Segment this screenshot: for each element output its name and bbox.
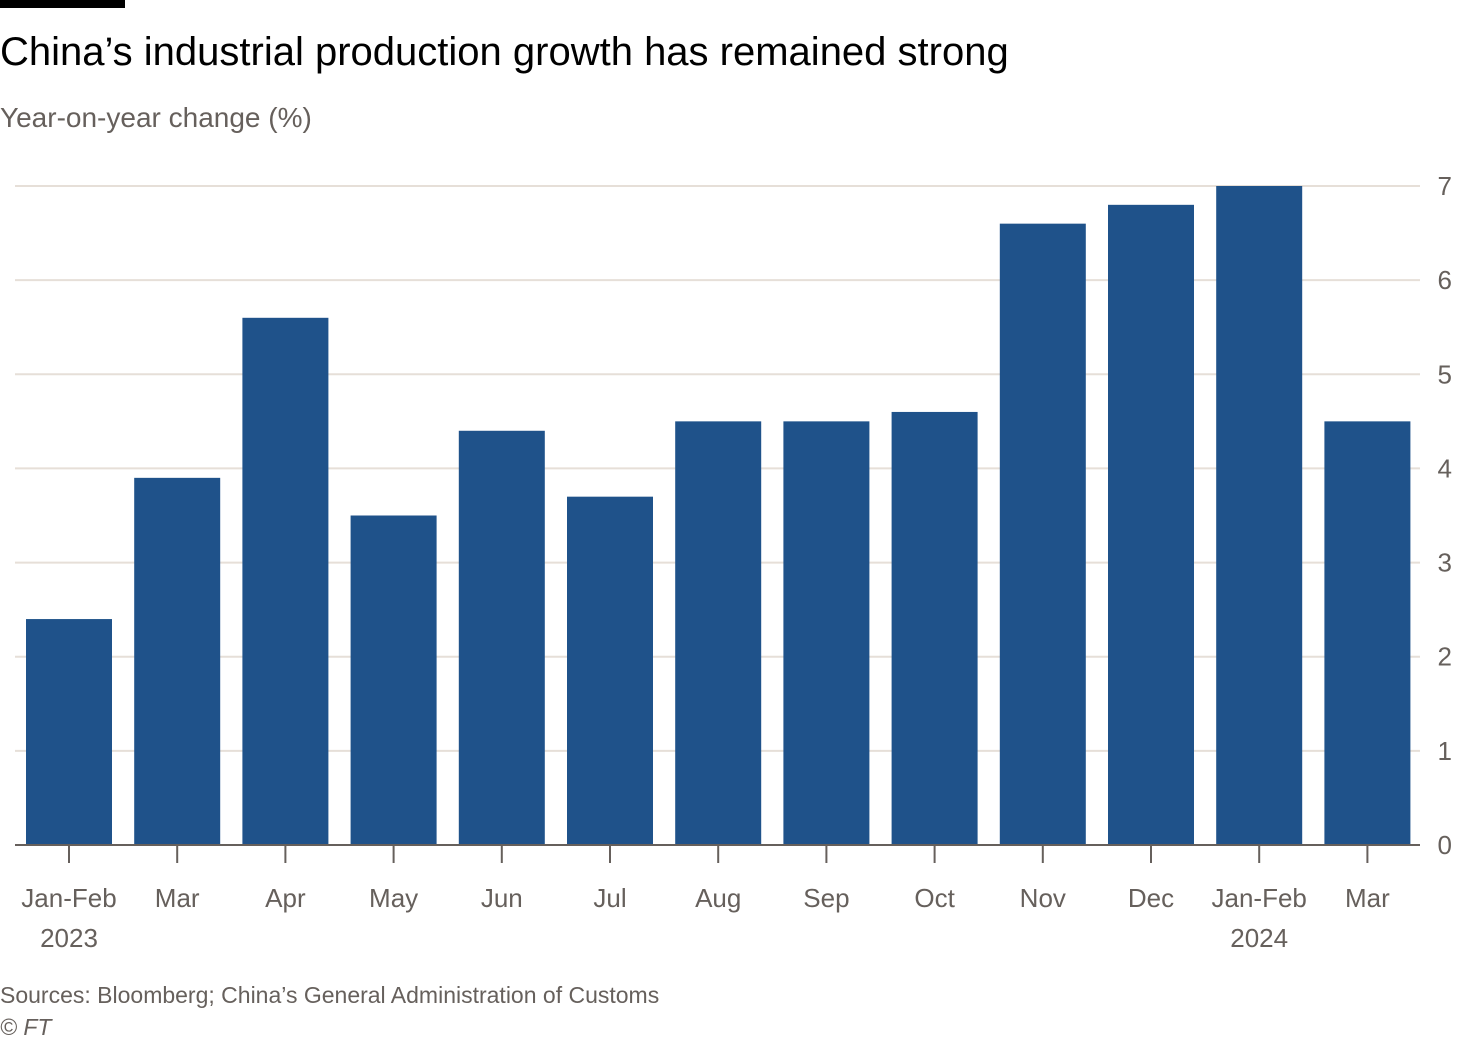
x-tick-label: Nov: [1020, 883, 1066, 913]
x-tick-label: Aug: [695, 883, 741, 913]
bar: [783, 421, 870, 845]
bar: [567, 496, 653, 845]
y-tick-label: 5: [1438, 359, 1452, 389]
y-tick-label: 0: [1438, 830, 1452, 860]
x-tick-label: Jan-Feb: [1212, 883, 1307, 913]
bars: [26, 186, 1411, 846]
x-tick-label: Mar: [155, 883, 200, 913]
x-tick-label: Jun: [481, 883, 523, 913]
x-tick-label: Apr: [265, 883, 306, 913]
x-tick-year-label: 2023: [40, 923, 98, 953]
x-tick-label: Mar: [1345, 883, 1390, 913]
source-note: Sources: Bloomberg; China’s General Admi…: [0, 982, 660, 1008]
x-tick-label: Oct: [914, 883, 955, 913]
chart-title: China’s industrial production growth has…: [0, 30, 1009, 74]
y-tick-label: 4: [1438, 453, 1452, 483]
bar: [1216, 186, 1303, 845]
bar: [1324, 421, 1411, 845]
bar: [999, 223, 1086, 846]
bar: [350, 515, 437, 845]
chart-subtitle: Year-on-year change (%): [0, 102, 312, 133]
bar: [675, 421, 762, 845]
x-tick-label: Dec: [1128, 883, 1174, 913]
x-tick-year-label: 2024: [1230, 923, 1288, 953]
x-tick-label: Jul: [593, 883, 626, 913]
y-tick-label: 1: [1438, 736, 1452, 766]
y-tick-label: 2: [1438, 642, 1452, 672]
bar: [891, 411, 978, 845]
bar: [134, 477, 221, 845]
top-rule: [0, 0, 125, 8]
x-axis: Jan-Feb 2023 Mar Apr May Jun Jul Aug Sep Oct Nov De…: [21, 845, 1390, 953]
bar-chart: 0 1 2 3 4 5 6 7 Jan-Feb 2023 Mar Apr May Jun Jul Aug Se…: [15, 171, 1452, 953]
y-axis: 0 1 2 3 4 5 6 7: [1438, 171, 1452, 860]
y-tick-label: 6: [1438, 265, 1452, 295]
bar: [242, 317, 329, 845]
bar: [1108, 204, 1194, 846]
bar: [26, 619, 112, 845]
bar: [458, 430, 545, 845]
y-tick-label: 3: [1438, 548, 1452, 578]
credit-note: © FT: [0, 1014, 52, 1040]
y-tick-label: 7: [1438, 171, 1452, 201]
x-tick-label: May: [369, 883, 418, 913]
x-tick-label: Sep: [803, 883, 849, 913]
x-tick-label: Jan-Feb: [21, 883, 116, 913]
